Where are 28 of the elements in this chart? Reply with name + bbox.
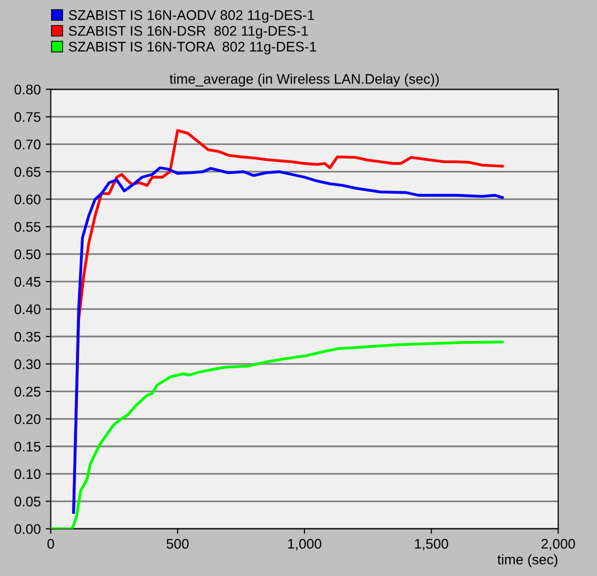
y-tick-label: 0.15	[14, 442, 40, 452]
y-tick-label: 0.25	[14, 386, 40, 397]
x-tick-label: 2,000	[542, 538, 576, 550]
y-tick-label: 0.20	[14, 414, 40, 424]
y-tick-label: 0.05	[14, 496, 40, 506]
y-tick-label: 0.50	[14, 249, 40, 260]
x-tick-label: 500	[166, 538, 189, 549]
y-tick-label: 0.00	[14, 524, 40, 534]
legend-label: SZABIST IS 16N-AODV 802 11g-DES-1	[68, 10, 314, 23]
x-tick-label: 0	[47, 538, 54, 549]
y-tick-label: 0.80	[14, 84, 40, 94]
x-tick-label: 1,500	[415, 538, 448, 550]
y-tick-label: 0.65	[14, 167, 40, 177]
y-tick-label: 0.35	[14, 332, 40, 342]
y-tick-label: 0.30	[14, 359, 40, 370]
chart-title: time_average (in Wireless LAN.Delay (sec))	[170, 74, 439, 87]
y-tick-label: 0.10	[14, 469, 40, 479]
legend-label: SZABIST IS 16N-TORA 802 11g-DES-1	[68, 42, 316, 54]
legend-label: SZABIST IS 16N-DSR 802 11g-DES-1	[68, 26, 308, 39]
y-tick-label: 0.45	[14, 276, 40, 287]
y-tick-label: 0.55	[14, 222, 40, 232]
y-tick-label: 0.70	[14, 140, 40, 150]
y-tick-label: 0.40	[14, 304, 40, 314]
y-tick-label: 0.75	[14, 112, 40, 122]
x-tick-label: 1,000	[288, 538, 322, 550]
y-tick-label: 0.60	[14, 194, 40, 204]
x-axis-title: time (sec)	[497, 554, 558, 568]
line-series	[50, 340, 504, 529]
